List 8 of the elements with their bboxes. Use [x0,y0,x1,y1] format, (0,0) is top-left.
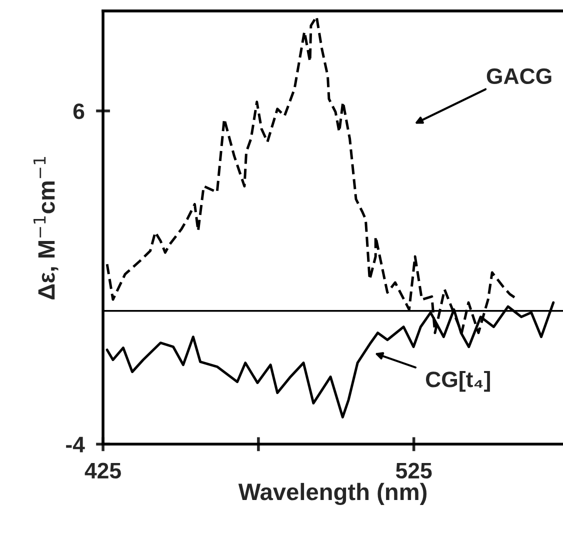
y-tick-label: -4 [66,436,85,452]
annotation: GACG [486,68,552,84]
y-axis-title: Δε, M$^{−1}$cm$^{−1}$ [34,157,58,300]
x-tick-label: 525 [396,462,432,479]
annotation: CG[t₄] [426,370,490,392]
x-axis-title: Wavelength (nm) [238,482,427,506]
x-tick-label: 425 [84,462,121,479]
y-tick-label: 6 [73,103,84,120]
